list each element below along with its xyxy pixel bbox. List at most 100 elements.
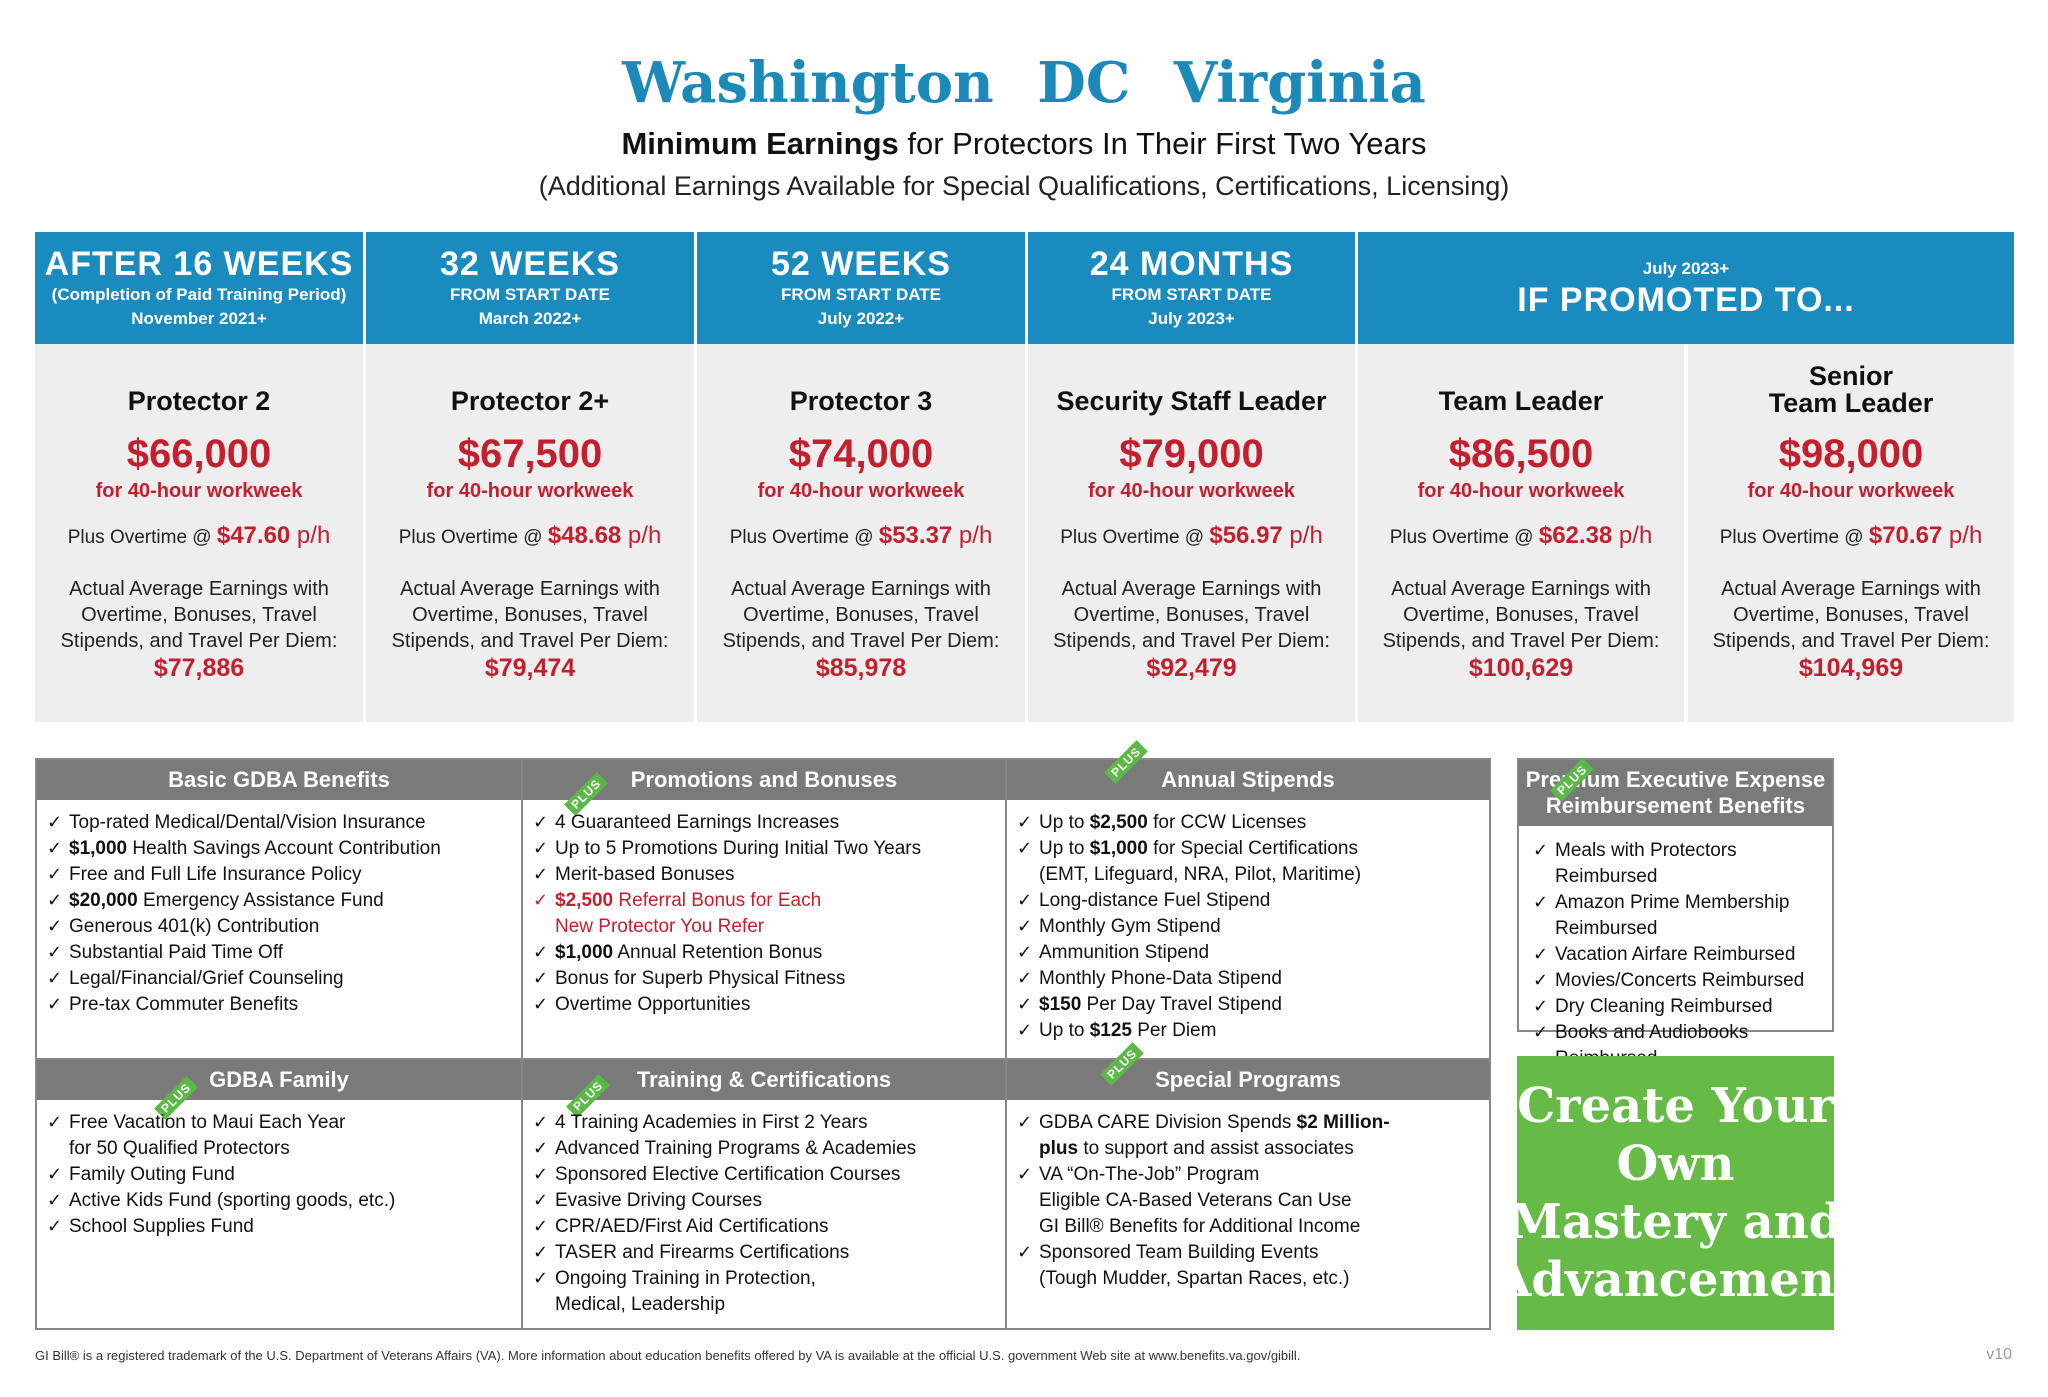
list-item: Meals with Protectors Reimbursed: [1533, 838, 1828, 890]
list-item: Legal/Financial/Grief Counseling: [47, 966, 515, 992]
benefit-list: Meals with Protectors Reimbursed Amazon …: [1533, 838, 1828, 1072]
annual-stipends-section: Annual Stipends PLUS Up to $2,500 for CC…: [1007, 740, 1489, 1058]
section-title: Special Programs: [1007, 1060, 1489, 1100]
list-item: $150 Per Day Travel Stipend: [1017, 992, 1483, 1018]
position-workweek: for 40-hour workweek: [1417, 480, 1625, 502]
position-overtime: Plus Overtime @ $47.60 p/h: [35, 522, 363, 550]
list-item: GDBA CARE Division Spends $2 Million-plu…: [1017, 1110, 1483, 1162]
list-item: Movies/Concerts Reimbursed: [1533, 968, 1828, 994]
position-protector-2-plus: Protector 2+ $67,500 for 40-hour workwee…: [366, 344, 694, 722]
list-item: Monthly Phone-Data Stipend: [1017, 966, 1483, 992]
list-item: Free and Full Life Insurance Policy: [47, 862, 515, 888]
overtime-label: Plus Overtime @: [1389, 527, 1539, 548]
overtime-rate: $47.60: [216, 522, 291, 549]
overtime-rate: $62.38: [1538, 522, 1613, 549]
list-item: 4 Guaranteed Earnings Increases: [533, 810, 999, 836]
position-average-earnings: $79,474: [484, 654, 576, 682]
position-average-earnings: $104,969: [1798, 654, 1904, 682]
pay-header-32-weeks: 32 WEEKS FROM START DATE March 2022+: [366, 232, 694, 344]
pay-header-title: 32 WEEKS: [440, 245, 620, 283]
overtime-label: Plus Overtime @: [729, 527, 879, 548]
subtitle-bold: Minimum Earnings: [621, 126, 899, 161]
cta-line: Mastery and: [1508, 1194, 1843, 1250]
position-workweek: for 40-hour workweek: [1088, 480, 1295, 502]
list-item: Overtime Opportunities: [533, 992, 999, 1018]
pay-header-title: 24 MONTHS: [1089, 245, 1294, 283]
position-average-earnings: $77,886: [153, 654, 245, 682]
grid-divider: [37, 1058, 1489, 1060]
list-item: 4 Training Academies in First 2 Years: [533, 1110, 999, 1136]
list-item: Active Kids Fund (sporting goods, etc.): [47, 1188, 515, 1214]
list-item: School Supplies Fund: [47, 1214, 515, 1240]
position-average-earnings: $100,629: [1468, 654, 1574, 682]
list-item: Sponsored Elective Certification Courses: [533, 1162, 999, 1188]
list-item: Family Outing Fund: [47, 1162, 515, 1188]
cta-banner: Create Your Own Mastery and Advancement: [1494, 1056, 1857, 1330]
list-item: Amazon Prime Membership Reimbursed: [1533, 890, 1828, 942]
list-item: Bonus for Superb Physical Fitness: [533, 966, 999, 992]
position-workweek: for 40-hour workweek: [1747, 480, 1955, 502]
gdba-family-section: GDBA Family PLUS Free Vacation to Maui E…: [37, 1060, 521, 1328]
position-protector-2: Protector 2 $66,000 for 40-hour workweek…: [35, 344, 363, 722]
footer-disclaimer: GI Bill® is a registered trademark of th…: [35, 1348, 1301, 1363]
position-salary: $67,500: [457, 432, 603, 476]
page-header: Washington DC Virginia Minimum Earnings …: [0, 50, 2048, 203]
benefit-list: 4 Guaranteed Earnings Increases Up to 5 …: [533, 810, 999, 1018]
position-average-label: Actual Average Earnings with Overtime, B…: [391, 578, 669, 652]
position-average-label: Actual Average Earnings with Overtime, B…: [60, 578, 338, 652]
pay-header-line2: July 2023+: [1148, 309, 1235, 328]
position-workweek: for 40-hour workweek: [426, 480, 634, 502]
list-item: $1,000 Health Savings Account Contributi…: [47, 836, 515, 862]
position-average-label: Actual Average Earnings with Overtime, B…: [722, 578, 1000, 652]
pay-header-line2: March 2022+: [478, 309, 582, 328]
position-average-label: Actual Average Earnings with Overtime, B…: [1382, 578, 1660, 652]
position-protector-3: Protector 3 $74,000 for 40-hour workweek…: [697, 344, 1025, 722]
list-item: Vacation Airfare Reimbursed: [1533, 942, 1828, 968]
position-title: Team Leader: [1438, 386, 1604, 416]
list-item: Generous 401(k) Contribution: [47, 914, 515, 940]
position-salary: $98,000: [1778, 432, 1924, 476]
pay-header-promoted: July 2023+ IF PROMOTED TO...: [1358, 232, 2014, 344]
list-item: $1,000 Annual Retention Bonus: [533, 940, 999, 966]
position-title: Protector 2: [127, 386, 271, 416]
pay-header-line1: FROM START DATE: [450, 285, 610, 304]
benefit-list: GDBA CARE Division Spends $2 Million-plu…: [1017, 1110, 1483, 1292]
pay-header-line2: November 2021+: [131, 309, 267, 328]
pay-header-line1: July 2023+: [1642, 259, 1730, 278]
list-item: Up to $125 Per Diem: [1017, 1018, 1483, 1044]
position-average-label: Actual Average Earnings with Overtime, B…: [1712, 578, 1990, 652]
overtime-unit: p/h: [621, 522, 662, 549]
list-item: TASER and Firearms Certifications: [533, 1240, 999, 1266]
special-programs-section: Special Programs PLUS GDBA CARE Division…: [1007, 1042, 1489, 1328]
position-title: Protector 2+: [450, 386, 610, 416]
list-item: Merit-based Bonuses: [533, 862, 999, 888]
pay-header-52-weeks: 52 WEEKS FROM START DATE July 2022+: [697, 232, 1025, 344]
position-overtime: Plus Overtime @ $70.67 p/h: [1688, 522, 2014, 550]
position-overtime: Plus Overtime @ $53.37 p/h: [697, 522, 1025, 550]
position-average-earnings: $85,978: [815, 654, 907, 682]
list-item: Ammunition Stipend: [1017, 940, 1483, 966]
section-title: GDBA Family: [37, 1060, 521, 1100]
grid-divider: [521, 760, 523, 1328]
overtime-unit: p/h: [1282, 522, 1323, 549]
overtime-label: Plus Overtime @: [67, 527, 217, 548]
version-label: v10: [1986, 1346, 2012, 1363]
pay-header-line1: FROM START DATE: [1111, 285, 1272, 304]
position-overtime: Plus Overtime @ $56.97 p/h: [1028, 522, 1355, 550]
pay-header-line2: July 2022+: [817, 309, 905, 328]
pay-header-24-months: 24 MONTHS FROM START DATE July 2023+: [1028, 232, 1355, 344]
position-salary: $79,000: [1119, 432, 1264, 476]
position-workweek: for 40-hour workweek: [95, 480, 303, 502]
list-item: Dry Cleaning Reimbursed: [1533, 994, 1828, 1020]
overtime-rate: $56.97: [1209, 522, 1283, 549]
executive-benefits-section: Premium Executive Expense Reimbursement B…: [1517, 758, 1834, 1069]
benefit-list: Top-rated Medical/Dental/Vision Insuranc…: [47, 810, 515, 1018]
subtitle-rest: for Protectors In Their First Two Years: [898, 126, 1427, 161]
overtime-rate: $53.37: [878, 522, 953, 549]
list-item: Pre-tax Commuter Benefits: [47, 992, 515, 1018]
list-item: CPR/AED/First Aid Certifications: [533, 1214, 999, 1240]
pay-header-line1: FROM START DATE: [781, 285, 941, 304]
